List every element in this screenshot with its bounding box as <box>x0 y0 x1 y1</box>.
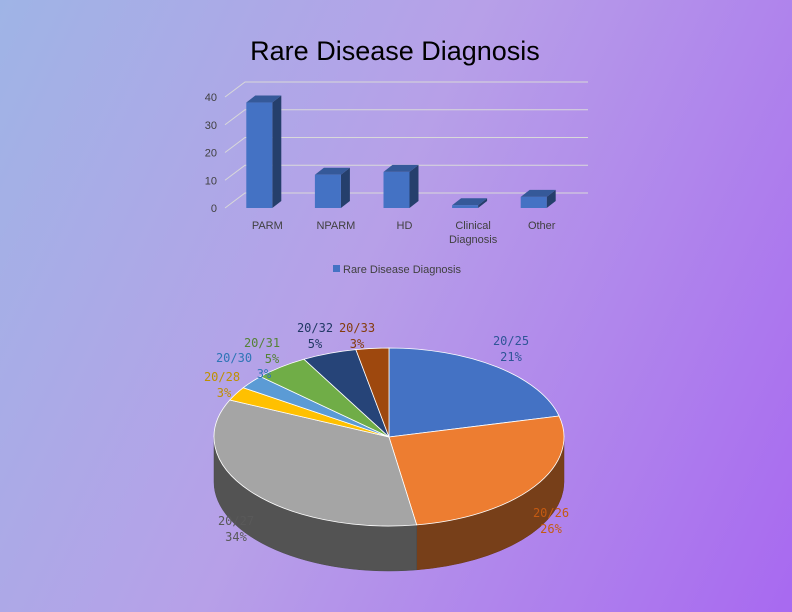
y-tick-label: 0 <box>211 203 217 215</box>
pie-label-percent: 34% <box>225 530 247 544</box>
x-category-label: PARM <box>252 220 283 232</box>
pie-label-percent: 26% <box>540 522 562 536</box>
gridline <box>224 164 588 181</box>
pie-data-label: 20/33 3% <box>339 321 375 351</box>
gridline <box>224 192 588 209</box>
bar <box>520 189 556 208</box>
bar-chart-y-axis: 0 10 20 30 40 <box>205 92 217 215</box>
pie-label-category: 20/30 <box>216 351 252 365</box>
y-tick-label: 10 <box>205 175 217 187</box>
gridline <box>224 109 588 126</box>
y-tick-label: 40 <box>205 92 217 104</box>
bar-front <box>520 196 547 208</box>
y-tick-label: 30 <box>205 120 217 132</box>
x-category-label: HD <box>397 220 413 232</box>
pie-label-percent: 5% <box>308 337 323 351</box>
x-category-label: NPARM <box>316 220 355 232</box>
bar-side <box>546 189 556 208</box>
bar-top <box>314 167 350 175</box>
pie-label-category: 20/33 <box>339 321 375 335</box>
pie-data-label: 20/26 26% <box>533 506 569 536</box>
gridline <box>224 81 588 98</box>
pie-slice <box>213 399 418 527</box>
bar-top <box>520 189 556 197</box>
x-category-label: Other <box>528 220 556 232</box>
pie-label-percent: 5% <box>265 352 280 366</box>
bar-side <box>272 95 282 208</box>
bar-chart-bars <box>246 95 556 208</box>
pie-label-category: 20/32 <box>297 321 333 335</box>
bar-front <box>452 205 479 208</box>
bar <box>452 198 488 208</box>
pie-label-category: 20/28 <box>204 370 240 384</box>
pie-data-label: 20/31 5% <box>244 336 280 366</box>
bar-top <box>452 198 488 206</box>
bar <box>246 95 282 208</box>
x-category-label: Clinical Diagnosis <box>449 220 498 246</box>
bar-chart-legend: Rare Disease Diagnosis <box>333 264 461 276</box>
bar-front <box>314 174 341 208</box>
bar-chart-title: Rare Disease Diagnosis <box>250 36 540 66</box>
pie-slice <box>355 347 390 438</box>
pie-label-percent: 3% <box>217 386 232 400</box>
pie-label-percent: 3% <box>257 367 272 381</box>
pie-data-label: 20/32 5% <box>297 321 333 351</box>
pie-label-category: 20/31 <box>244 336 280 350</box>
bar-side <box>478 198 488 208</box>
bar-front <box>383 171 410 208</box>
legend-label: Rare Disease Diagnosis <box>343 264 461 276</box>
bar-side <box>409 164 419 208</box>
pie-data-label: 20/30 3% <box>216 351 272 381</box>
bar-chart-x-axis: PARM NPARM HD Clinical Diagnosis Other <box>252 220 556 246</box>
pie-data-label: 20/27 34% <box>218 514 254 544</box>
bar-top <box>383 164 419 172</box>
bar-side <box>340 167 350 208</box>
pie-label-category: 20/27 <box>218 514 254 528</box>
gridline <box>224 137 588 153</box>
pie-label-percent: 21% <box>500 350 522 364</box>
pie-slice <box>388 415 565 526</box>
y-tick-label: 20 <box>205 148 217 160</box>
bar <box>383 164 419 208</box>
pie-label-category: 20/25 <box>493 334 529 348</box>
pie-data-label: 20/25 21% <box>493 334 529 364</box>
legend-swatch <box>333 265 340 272</box>
pie-slice <box>388 347 560 438</box>
pie-label-percent: 3% <box>350 337 365 351</box>
pie-data-label: 20/28 3% <box>204 370 240 400</box>
bar-chart-gridlines <box>224 81 588 209</box>
pie-label-category: 20/26 <box>533 506 569 520</box>
pie-chart-labels: 20/2521%20/2626%20/2734%20/283%20/303%20… <box>204 321 569 544</box>
bar <box>314 167 350 208</box>
bar-top <box>246 95 282 103</box>
pie-chart <box>213 347 565 572</box>
bar-front <box>246 102 273 208</box>
